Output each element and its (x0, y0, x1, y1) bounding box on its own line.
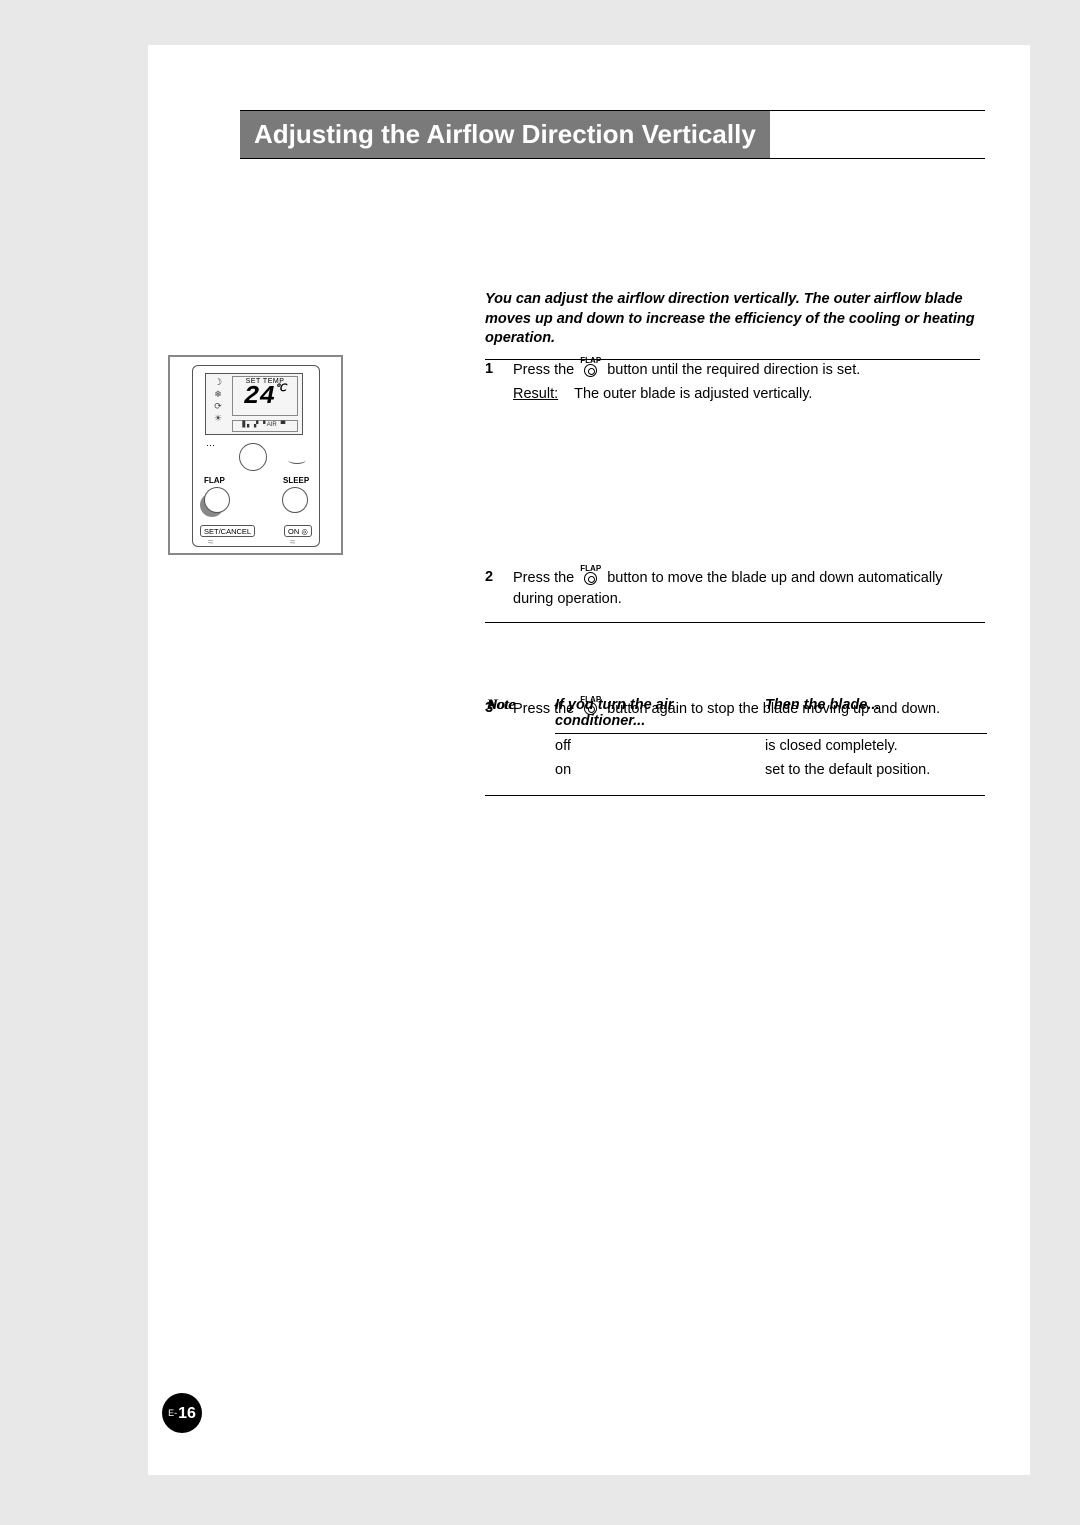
step-text: Press the (513, 362, 578, 378)
step-text: button until the required direction is s… (607, 362, 860, 378)
note-head-col1: If you turn the air conditioner... (555, 697, 765, 729)
note-row: on set to the default position. (555, 758, 987, 782)
step-body: Press the FLAP button to move the blade … (513, 567, 985, 610)
note-cell: on (555, 762, 765, 778)
note-head-col2: Then the blade... (765, 697, 987, 729)
step-spacer (485, 427, 985, 567)
remote-status-row: ▋▖▗▘▝ AIR ▝▘ (232, 420, 298, 432)
remote-mode-icons: ☽ ❄ ⟳ ☀ (209, 376, 227, 425)
step-item: 2 Press the FLAP button to move the blad… (485, 567, 985, 623)
page-number-badge: E-16 (162, 1393, 202, 1433)
flap-inline-label: FLAP (580, 567, 601, 572)
temp-unit: ℃ (275, 384, 286, 395)
mode-icon: ❄ (209, 388, 227, 400)
remote-illustration: ☽ ❄ ⟳ ☀ SET TEMP 24℃ ▋▖▗▘▝ AIR ▝▘ ⋯ FLAP… (168, 355, 343, 555)
intro-paragraph: You can adjust the airflow direction ver… (485, 290, 980, 360)
note-cell: set to the default position. (765, 762, 987, 778)
mode-icon: ⟳ (209, 400, 227, 412)
result-row: Result: The outer blade is adjusted vert… (513, 384, 985, 405)
mode-icon: ☀ (209, 412, 227, 424)
result-label: Result: (513, 384, 558, 405)
note-cell: is closed completely. (765, 738, 987, 754)
step-number: 1 (485, 359, 499, 405)
mode-cycle-button (239, 443, 267, 471)
manual-page: Adjusting the Airflow Direction Vertical… (130, 45, 1030, 1475)
flap-button-inline-icon: FLAP (580, 567, 601, 585)
note-table-head: If you turn the air conditioner... Then … (555, 697, 987, 734)
remote-screen: ☽ ❄ ⟳ ☀ SET TEMP 24℃ ▋▖▗▘▝ AIR ▝▘ (205, 373, 303, 435)
flap-button-inline-icon: FLAP (580, 359, 601, 377)
page-number-prefix: E- (168, 1408, 177, 1418)
section-rule (485, 795, 985, 796)
note-table-body: off is closed completely. on set to the … (555, 734, 987, 782)
page-title: Adjusting the Airflow Direction Vertical… (240, 111, 770, 158)
steps-list: 1 Press the FLAP button until the requir… (485, 359, 985, 741)
mode-icon: ☽ (209, 376, 227, 388)
wave-icon: ≈ (208, 537, 214, 548)
note-table: If you turn the air conditioner... Then … (555, 697, 987, 782)
step-text: Press the (513, 570, 578, 586)
step-spacer (485, 633, 985, 698)
sleep-button-icon (282, 487, 308, 513)
circle-icon (584, 364, 597, 377)
set-temp-box: SET TEMP 24℃ (232, 376, 298, 416)
page-number: 16 (178, 1405, 196, 1422)
setcancel-label: SET/CANCEL (200, 525, 255, 537)
result-text: The outer blade is adjusted vertically. (574, 384, 812, 405)
mode-icon: ⋯ (206, 440, 215, 451)
flap-button-icon (204, 487, 230, 513)
note-cell: off (555, 738, 765, 754)
note-label: Note (487, 697, 531, 714)
title-bar: Adjusting the Airflow Direction Vertical… (240, 110, 985, 159)
temp-number: 24 (244, 381, 275, 411)
step-body: Press the FLAP button until the required… (513, 359, 985, 405)
wave-icon: ≈ (290, 537, 296, 548)
on-label: ON ◎ (284, 525, 312, 537)
sleep-curve-icon (288, 456, 306, 464)
left-accent-strip (130, 45, 148, 1475)
sleep-label: SLEEP (283, 476, 309, 485)
step-number: 2 (485, 567, 499, 610)
step-item: 1 Press the FLAP button until the requir… (485, 359, 985, 417)
note-block: Note If you turn the air conditioner... … (487, 697, 987, 782)
note-row: off is closed completely. (555, 734, 987, 758)
circle-icon (584, 572, 597, 585)
set-temp-value: 24℃ (233, 385, 297, 408)
flap-label: FLAP (204, 476, 225, 485)
